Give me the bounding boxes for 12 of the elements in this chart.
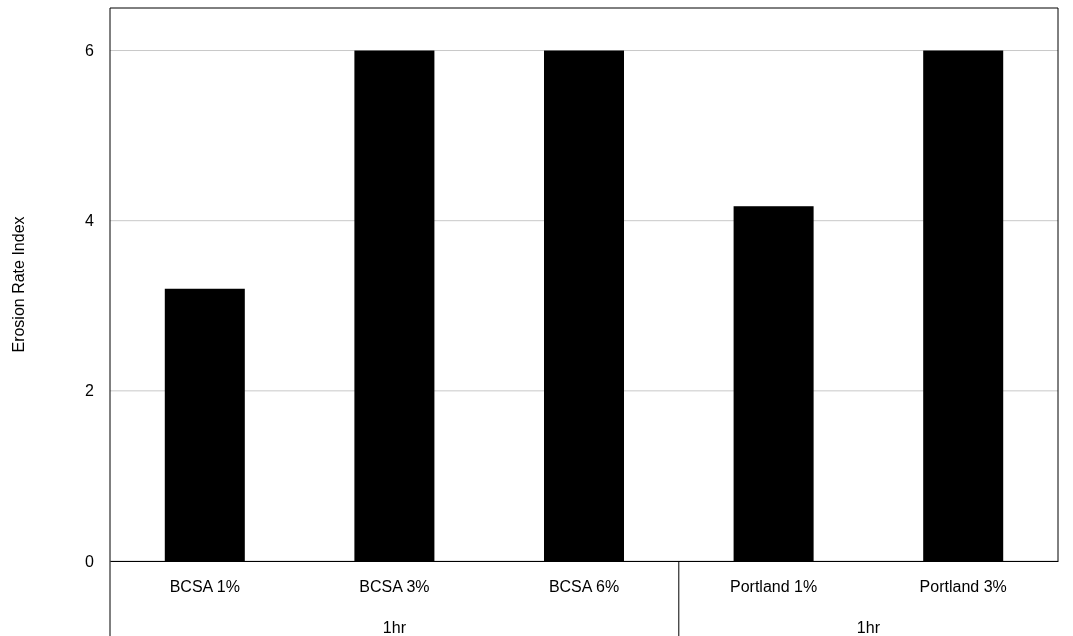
x-tick-label: BCSA 1%	[169, 578, 240, 596]
y-tick-label: 4	[85, 212, 95, 230]
y-tick-label: 2	[85, 382, 95, 400]
x-tick-label: Portland 3%	[919, 578, 1007, 596]
y-axis-title: Erosion Rate Index	[10, 216, 27, 353]
y-tick-label: 0	[85, 552, 95, 570]
text: 1hr	[856, 619, 881, 636]
y-tick-label: 6	[85, 42, 95, 60]
text: 1hr	[382, 619, 407, 636]
x-tick-label: BCSA 3%	[359, 578, 430, 596]
x-tick-label: Portland 1%	[730, 578, 818, 596]
x-tick-label: BCSA 6%	[548, 578, 620, 596]
